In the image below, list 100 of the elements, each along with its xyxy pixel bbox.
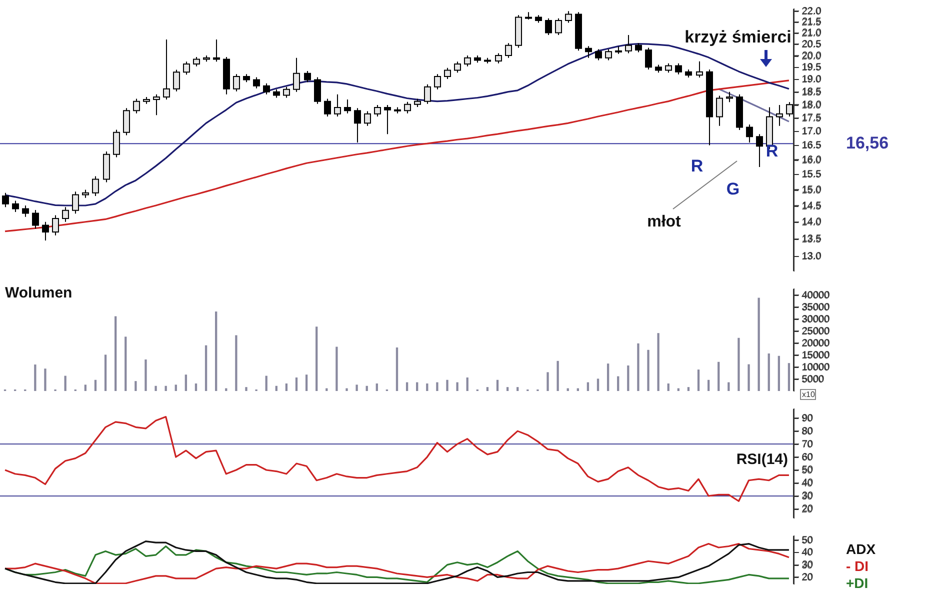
y-tick-label: 13.0 — [802, 251, 822, 262]
bar — [778, 356, 780, 391]
bar — [617, 376, 620, 391]
y-tick-label: 35000 — [802, 302, 830, 314]
bar — [194, 383, 198, 391]
y-tick-label: 50 — [802, 534, 814, 546]
bar — [768, 353, 770, 391]
ref-line-label: 16,56 — [846, 133, 889, 152]
bar — [506, 387, 509, 391]
bar — [406, 382, 408, 391]
y-tick-label: 60 — [802, 452, 814, 463]
y-tick-label: 20 — [802, 572, 814, 583]
bar — [366, 386, 368, 391]
bar — [637, 343, 640, 391]
y-tick-label: 17.0 — [802, 126, 822, 138]
bar — [235, 335, 238, 391]
y-tick-label: 13.5 — [802, 234, 822, 245]
y-tick-label: 15000 — [802, 350, 830, 362]
bar — [496, 380, 499, 391]
text: - DI — [846, 558, 869, 574]
bar — [556, 360, 559, 391]
y-tick-label: 14.5 — [802, 200, 822, 212]
bar — [667, 383, 670, 391]
bar — [738, 338, 740, 391]
y-tick-label: 80 — [802, 426, 814, 437]
y-tick-label: 21.0 — [802, 28, 822, 39]
y-tick-label: 18.0 — [802, 99, 822, 110]
bar — [718, 362, 720, 391]
bar — [64, 376, 66, 391]
bar — [215, 311, 218, 391]
annotation: G — [726, 180, 740, 199]
y-tick-label: 70 — [802, 438, 814, 450]
y-tick-label: 21.5 — [802, 17, 822, 28]
y-tick-label: 18.5 — [802, 86, 822, 98]
bar — [687, 387, 690, 391]
annotation: krzyż śmierci — [684, 28, 792, 47]
bar — [466, 377, 468, 391]
bar — [376, 383, 378, 391]
bar — [134, 381, 137, 391]
bar — [446, 380, 448, 391]
bar — [285, 383, 288, 391]
y-tick-label: 40 — [802, 478, 814, 489]
bar — [728, 382, 730, 391]
bar — [657, 333, 660, 391]
bar — [124, 336, 127, 391]
text: ADX — [846, 540, 876, 557]
bar — [164, 386, 167, 391]
y-tick-label: 16.5 — [802, 140, 822, 152]
annotation: R — [766, 142, 778, 161]
bar — [94, 380, 97, 391]
bar — [596, 378, 600, 391]
y-tick-label: 10000 — [802, 362, 830, 374]
bar — [697, 370, 700, 391]
bar — [44, 368, 46, 391]
y-tick-label: 16.0 — [802, 154, 822, 166]
bar — [245, 387, 248, 391]
bar — [295, 377, 298, 391]
bar — [275, 386, 278, 391]
bar — [305, 374, 308, 391]
bar — [456, 382, 458, 391]
bar — [758, 298, 760, 391]
y-tick-label: 19.5 — [802, 62, 822, 74]
bar — [396, 347, 398, 391]
y-tick-label: 90 — [802, 412, 814, 424]
y-tick-label: 15.0 — [802, 184, 822, 196]
y-tick-label: 20.5 — [802, 38, 822, 50]
bar — [84, 384, 87, 391]
y-tick-label: 15.5 — [802, 169, 822, 180]
y-tick-label: 5000 — [802, 374, 824, 386]
bar — [426, 383, 428, 391]
bar — [346, 388, 348, 391]
bar — [336, 346, 338, 391]
bar — [184, 374, 188, 391]
bar — [486, 387, 489, 391]
chart-title: Wolumen — [5, 284, 72, 302]
bar — [34, 364, 36, 391]
bar — [416, 382, 418, 391]
bar — [174, 384, 177, 391]
bar — [586, 382, 590, 391]
bar — [356, 384, 358, 391]
bar — [788, 363, 790, 391]
bar — [144, 359, 147, 391]
bar — [606, 364, 610, 391]
y-tick-label: 40 — [802, 547, 814, 558]
bar — [748, 364, 750, 391]
y-tick-label: 22.0 — [802, 6, 822, 17]
y-tick-label: 25000 — [802, 326, 830, 338]
bar — [546, 372, 549, 391]
text: +DI — [846, 574, 868, 591]
text: x10 — [802, 390, 816, 400]
y-tick-label: 50 — [802, 464, 814, 476]
bar — [516, 387, 519, 391]
bar — [627, 365, 630, 391]
y-tick-label: 40000 — [802, 290, 830, 302]
annotation: młot — [647, 213, 682, 230]
y-tick-label: 19.0 — [802, 74, 822, 86]
y-tick-label: 20.0 — [802, 50, 822, 62]
y-tick-label: 14.0 — [802, 216, 822, 228]
y-tick-label: 30 — [802, 490, 814, 502]
annotation: R — [690, 156, 704, 176]
